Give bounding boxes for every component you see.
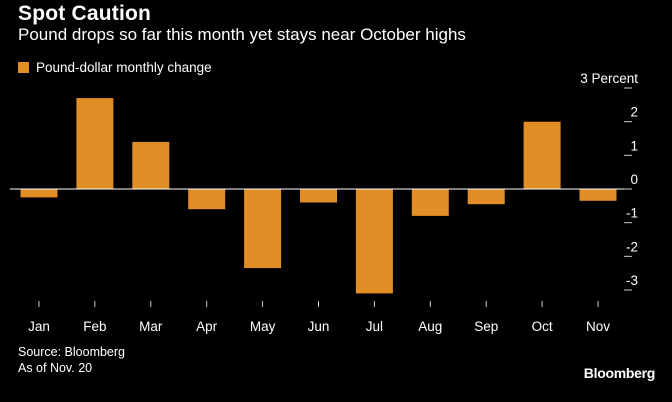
- y-tick-label: -1: [626, 206, 638, 221]
- y-tick-label: -2: [626, 239, 638, 254]
- x-tick-label: Apr: [196, 319, 218, 334]
- bar-aug: [411, 189, 449, 216]
- x-tick-label: Oct: [532, 319, 553, 334]
- chart-title: Spot Caution: [18, 2, 152, 25]
- as-of-text: As of Nov. 20: [18, 361, 93, 375]
- x-tick-label: May: [250, 319, 276, 334]
- y-tick-label: 0: [630, 172, 638, 187]
- y-tick-label: 2: [630, 105, 638, 120]
- x-tick-label: Jun: [308, 319, 330, 334]
- bar-jun: [300, 189, 337, 203]
- x-tick-label: Jul: [366, 319, 383, 334]
- y-tick-label: 3 Percent: [580, 71, 638, 86]
- bar-mar: [132, 141, 170, 189]
- chart-subtitle: Pound drops so far this month yet stays …: [18, 25, 466, 44]
- bar-may: [244, 189, 282, 269]
- x-tick-label: Jan: [28, 319, 50, 334]
- x-tick-label: Mar: [139, 319, 163, 334]
- legend-swatch: [18, 62, 29, 73]
- y-tick-label: 1: [630, 138, 638, 153]
- bar-sep: [467, 189, 505, 205]
- bar-oct: [523, 121, 561, 189]
- source-text: Source: Bloomberg: [18, 345, 126, 359]
- y-tick-label: -3: [626, 273, 638, 288]
- legend-label: Pound-dollar monthly change: [36, 60, 212, 75]
- bar-apr: [188, 189, 226, 210]
- x-tick-label: Nov: [586, 319, 610, 334]
- x-tick-label: Sep: [474, 319, 498, 334]
- x-tick-label: Aug: [418, 319, 442, 334]
- bar-jan: [20, 189, 58, 198]
- legend: Pound-dollar monthly change: [18, 60, 212, 75]
- x-tick-label: Feb: [83, 319, 106, 334]
- source-note: Source: Bloomberg As of Nov. 20: [18, 344, 125, 376]
- bar-nov: [579, 189, 617, 201]
- bar-feb: [76, 98, 114, 189]
- bar-jul: [355, 189, 393, 294]
- bloomberg-logo: Bloomberg: [583, 365, 656, 381]
